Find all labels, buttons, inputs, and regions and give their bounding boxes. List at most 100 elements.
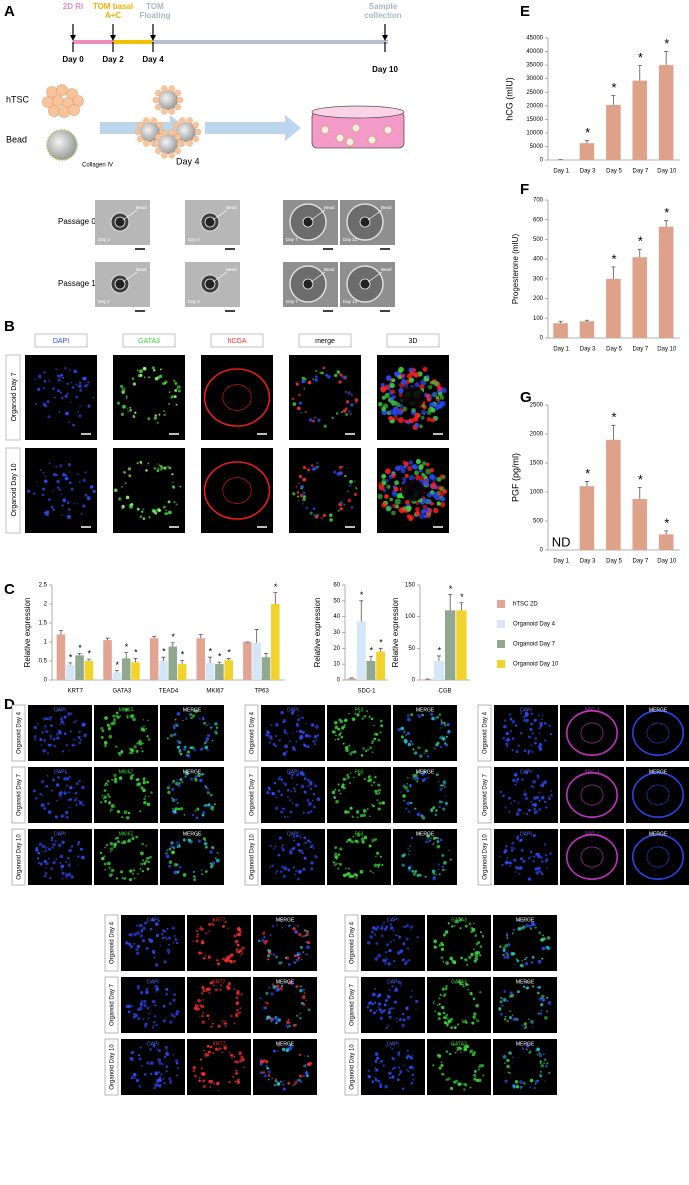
signal-dot (409, 995, 413, 999)
organoid-cell (152, 96, 160, 104)
signal-dot (194, 778, 198, 782)
signal-dot (64, 366, 67, 370)
signal-dot (68, 749, 70, 751)
signal-dot (211, 1022, 214, 1025)
signal-dot (145, 469, 148, 472)
signal-dot (152, 1044, 156, 1048)
bar (205, 662, 215, 680)
signal-dot (207, 1050, 211, 1054)
signal-dot (80, 513, 83, 515)
signal-dot (373, 737, 377, 741)
signal-dot (92, 489, 96, 494)
signal-dot (384, 963, 386, 966)
signal-dot (232, 1075, 235, 1078)
signal-dot (142, 859, 145, 862)
signal-dot (538, 744, 542, 749)
signal-dot (309, 845, 313, 849)
signal-dot (203, 1049, 205, 1052)
signal-dot (297, 952, 301, 956)
signal-dot (281, 807, 284, 810)
signal-dot (419, 754, 423, 758)
signal-dot (546, 1010, 549, 1013)
column-header-box (34, 333, 88, 348)
signal-dot (214, 857, 217, 860)
signal-dot (143, 725, 145, 728)
signal-dot (414, 470, 420, 476)
signal-dot (377, 993, 382, 998)
membrane-signal (631, 710, 684, 756)
signal-dot (196, 935, 199, 938)
signal-dot (417, 714, 422, 718)
signal-dot (167, 790, 171, 795)
signal-dot (145, 947, 149, 950)
pointer (310, 209, 326, 221)
signal-dot (518, 839, 522, 843)
signal-dot (381, 924, 384, 926)
y-tick-label: 50 (408, 646, 415, 652)
signal-dot (295, 803, 299, 807)
signal-dot (68, 791, 71, 794)
signal-dot (168, 938, 171, 941)
signal-dot (389, 926, 394, 930)
signal-dot (334, 846, 338, 849)
signal-dot (424, 507, 430, 513)
y-tick-label: 0 (412, 678, 416, 684)
signal-dot (385, 375, 392, 381)
signal-dot (361, 717, 364, 720)
signal-dot (377, 793, 380, 795)
arrow-head (150, 35, 156, 41)
signal-dot (165, 1017, 167, 1019)
signal-dot (199, 1016, 201, 1018)
signal-dot (285, 956, 290, 960)
membrane-signal (580, 722, 604, 744)
bar (579, 321, 595, 338)
error-bar (459, 602, 464, 611)
signal-dot (411, 743, 414, 746)
signal-dot (539, 1060, 542, 1063)
signal-dot (234, 939, 239, 944)
signal-dot (176, 724, 179, 727)
signal-dot (400, 468, 406, 474)
signal-dot (125, 397, 128, 399)
cell (58, 106, 70, 118)
image-tag: Bead (324, 205, 335, 210)
signal-dot (73, 369, 78, 374)
signal-dot (294, 1080, 298, 1085)
signal-dot (529, 727, 533, 732)
signal-dot (216, 1048, 220, 1052)
error-bar (664, 530, 669, 535)
organoid-cell (161, 152, 168, 159)
signal-dot (306, 839, 311, 843)
annotation: * (218, 652, 222, 662)
signal-dot (63, 791, 67, 795)
signal-dot (206, 749, 209, 752)
signal-dot (148, 516, 151, 518)
signal-dot (414, 422, 419, 428)
signal-dot (302, 1003, 306, 1006)
signal-dot (375, 942, 379, 945)
signal-dot (408, 418, 413, 423)
row-label: Organoid Day 7 (483, 773, 489, 816)
signal-dot (447, 730, 451, 733)
annotation: * (181, 650, 185, 660)
signal-dot (347, 867, 350, 870)
signal-dot (383, 927, 387, 931)
signal-dot (438, 873, 441, 876)
signal-dot (303, 1064, 306, 1068)
membrane-signal (565, 772, 618, 818)
signal-dot (316, 461, 319, 465)
signal-dot (359, 814, 364, 818)
signal-dot (105, 843, 108, 847)
signal-dot (289, 850, 292, 854)
signal-dot (441, 1005, 445, 1010)
signal-dot (503, 1054, 506, 1057)
signal-dot (155, 990, 158, 993)
signal-dot (528, 1051, 532, 1054)
channel-label: MERGE (183, 831, 202, 837)
signal-dot (290, 777, 293, 779)
signal-dot (197, 773, 201, 778)
signal-dot (312, 846, 315, 849)
signal-dot (208, 1082, 210, 1084)
signal-dot (154, 376, 159, 381)
signal-dot (129, 933, 133, 937)
